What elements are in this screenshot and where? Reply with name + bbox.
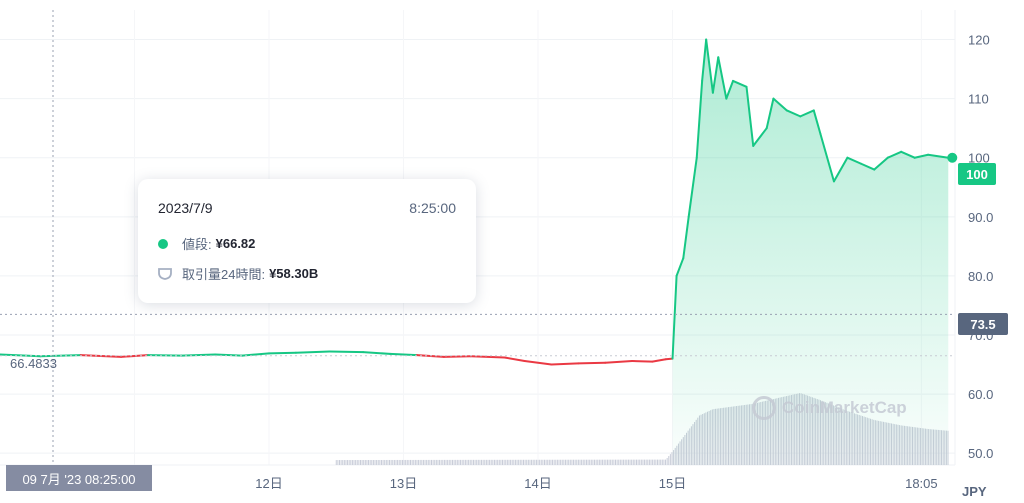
price-line-segment [859,162,876,171]
watermark-text: CoinMarketCap [782,398,907,417]
y-tick-label: 100 [968,151,990,166]
last-price-dot [947,152,958,163]
y-tick-label: 60.0 [968,387,993,402]
price-line-segment [819,133,835,183]
currency-label: JPY [962,484,987,499]
crosshair-price-badge: 73.5 [958,313,1008,335]
price-line-segment [389,352,418,357]
y-tick-label: 110 [968,92,989,107]
price-line-segment [664,357,674,361]
price-line-segment [765,97,775,130]
chart-tooltip: 2023/7/9 8:25:00 値段: ¥66.82 取引量24時間: ¥58… [138,179,476,303]
x-tick-label: 14日 [524,476,551,491]
y-tick-label: 90.0 [968,210,993,225]
price-line-segment [682,215,690,260]
price-line-segment [711,56,720,94]
price-line-segment [362,351,392,355]
price-line-segment [180,353,217,357]
price-line-segment [503,356,526,362]
price-line-segment [651,358,667,363]
price-line-segment [717,56,728,100]
x-tick-label: 13日 [390,476,417,491]
last-price-badge: 100 [958,163,996,185]
baseline-value-label: 66.4833 [10,356,57,371]
price-line-segment [752,127,768,147]
volume-shield-icon [158,267,172,280]
tooltip-volume-label: 取引量24時間: [182,267,266,282]
tooltip-volume-value: ¥58.30B [269,266,319,281]
price-line-segment [523,360,553,366]
price-line-segment [294,350,331,354]
price-line-segment [846,156,862,165]
price-line-segment [886,150,903,159]
tooltip-volume-row: 取引量24時間: ¥58.30B [158,264,318,283]
price-line-segment [873,156,889,171]
watermark: CoinMarketCap [752,396,907,420]
price-line-segment [120,354,149,358]
tooltip-price-label: 値段: [182,237,212,252]
price-line-segment [772,97,788,112]
price-dot-icon [158,238,168,249]
price-line-segment [725,79,735,100]
price-line-segment [577,361,607,365]
y-tick-label: 50.0 [968,446,993,461]
tooltip-price-value: ¥66.82 [215,236,256,251]
price-line-segment [927,153,950,159]
y-tick-label: 120 [968,33,990,48]
price-line-segment [799,109,815,118]
coinmarketcap-logo-icon [752,396,776,420]
x-tick-label: 15日 [659,476,686,491]
tooltip-price-row: 値段: ¥66.82 [158,234,255,253]
tooltip-time: 8:25:00 [409,200,456,216]
price-line-segment [705,38,714,94]
crosshair-date-label: 09 7月 '23 08:25:00 [6,465,152,491]
price-line-segment [631,360,654,363]
price-line-segment [695,79,704,159]
price-line-segment [550,362,580,366]
price-line-segment [745,85,755,147]
price-line-segment [812,109,822,136]
price-line-segment [268,351,297,355]
x-tick-label: 12日 [255,476,282,491]
price-line-segment [675,257,685,277]
price-area-fill [672,39,949,465]
price-line-segment [913,153,930,159]
price-line-segment [328,350,365,354]
price-line-segment [701,38,708,82]
price-line-segment [604,360,634,364]
price-line-segment [732,79,748,88]
price-line-segment [442,355,472,358]
price-line-segment [469,355,506,359]
price-line-segment [900,150,916,159]
price-line-segment [687,156,698,218]
tooltip-date: 2023/7/9 [158,200,213,216]
price-line-segment [671,274,678,360]
y-tick-label: 80.0 [968,269,993,284]
price-line-segment [785,109,802,118]
price-line-segment [214,353,244,357]
x-tick-label: 18:05 [905,476,938,491]
price-line-segment [832,156,849,183]
